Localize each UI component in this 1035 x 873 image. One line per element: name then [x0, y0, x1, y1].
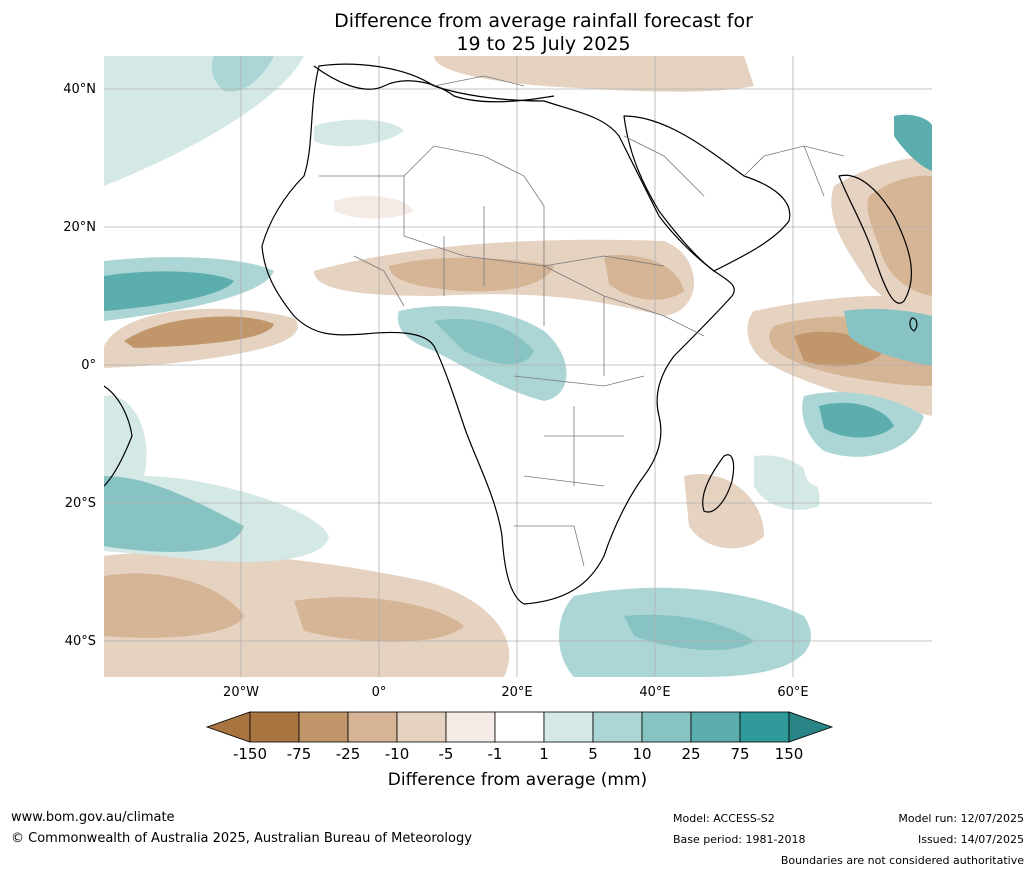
wet-anomaly-areas [104, 56, 932, 677]
colorbar-tick-label: -10 [384, 745, 410, 763]
colorbar-tick-label: -5 [438, 745, 454, 763]
footer-disclaimer: Boundaries are not considered authoritat… [780, 854, 1024, 867]
map-title-line2: 19 to 25 July 2025 [456, 33, 631, 55]
country-borders [319, 75, 845, 567]
colorbar-cell [249, 711, 300, 743]
colorbar-tick-label: 1 [539, 745, 549, 763]
lat-label-20n: 20°N [63, 220, 96, 235]
colorbar-tick-label: 5 [588, 745, 598, 763]
gridlines [104, 56, 932, 677]
lon-label-40e: 40°E [639, 685, 671, 700]
coastlines [104, 63, 918, 605]
colorbar-cell [641, 711, 692, 743]
footer-copyright: © Commonwealth of Australia 2025, Austra… [11, 831, 472, 846]
colorbar-cell [445, 711, 496, 743]
colorbar-tick-label: -25 [335, 745, 361, 763]
colorbar-extend-low [205, 711, 251, 743]
colorbar [205, 711, 834, 743]
footer-url: www.bom.gov.au/climate [11, 810, 175, 825]
colorbar-tick-label: -75 [286, 745, 312, 763]
colorbar-cell [739, 711, 790, 743]
colorbar-tick-label: -150 [232, 745, 268, 763]
colorbar-cell [543, 711, 594, 743]
lon-label-20w: 20°W [223, 685, 259, 700]
colorbar-cell [347, 711, 398, 743]
lon-label-60e: 60°E [777, 685, 809, 700]
colorbar-tick-label: 75 [730, 745, 750, 763]
colorbar-tick-label: 25 [681, 745, 701, 763]
dry-anomaly-areas [104, 56, 932, 677]
footer-model-run: Model run: 12/07/2025 [898, 812, 1024, 825]
map-title-line1: Difference from average rainfall forecas… [334, 10, 753, 32]
colorbar-cell [494, 711, 545, 743]
footer-issued: Issued: 14/07/2025 [917, 833, 1024, 846]
lat-label-40s: 40°S [64, 634, 96, 649]
lon-label-20e: 20°E [501, 685, 533, 700]
colorbar-tick-label: 10 [632, 745, 652, 763]
lat-label-0: 0° [81, 358, 96, 373]
lat-label-40n: 40°N [63, 82, 96, 97]
colorbar-title: Difference from average (mm) [387, 770, 648, 790]
colorbar-tick-label: -1 [487, 745, 503, 763]
colorbar-cell [592, 711, 643, 743]
footer-model: Model: ACCESS-S2 [673, 812, 775, 825]
lat-label-20s: 20°S [64, 496, 96, 511]
colorbar-tick-label: 150 [774, 745, 804, 763]
lon-label-0: 0° [371, 685, 387, 700]
colorbar-extend-high [788, 711, 834, 743]
footer-base-period: Base period: 1981-2018 [673, 833, 806, 846]
rainfall-anomaly-map [104, 56, 932, 677]
colorbar-cell [396, 711, 447, 743]
colorbar-cell [298, 711, 349, 743]
colorbar-cell [690, 711, 741, 743]
